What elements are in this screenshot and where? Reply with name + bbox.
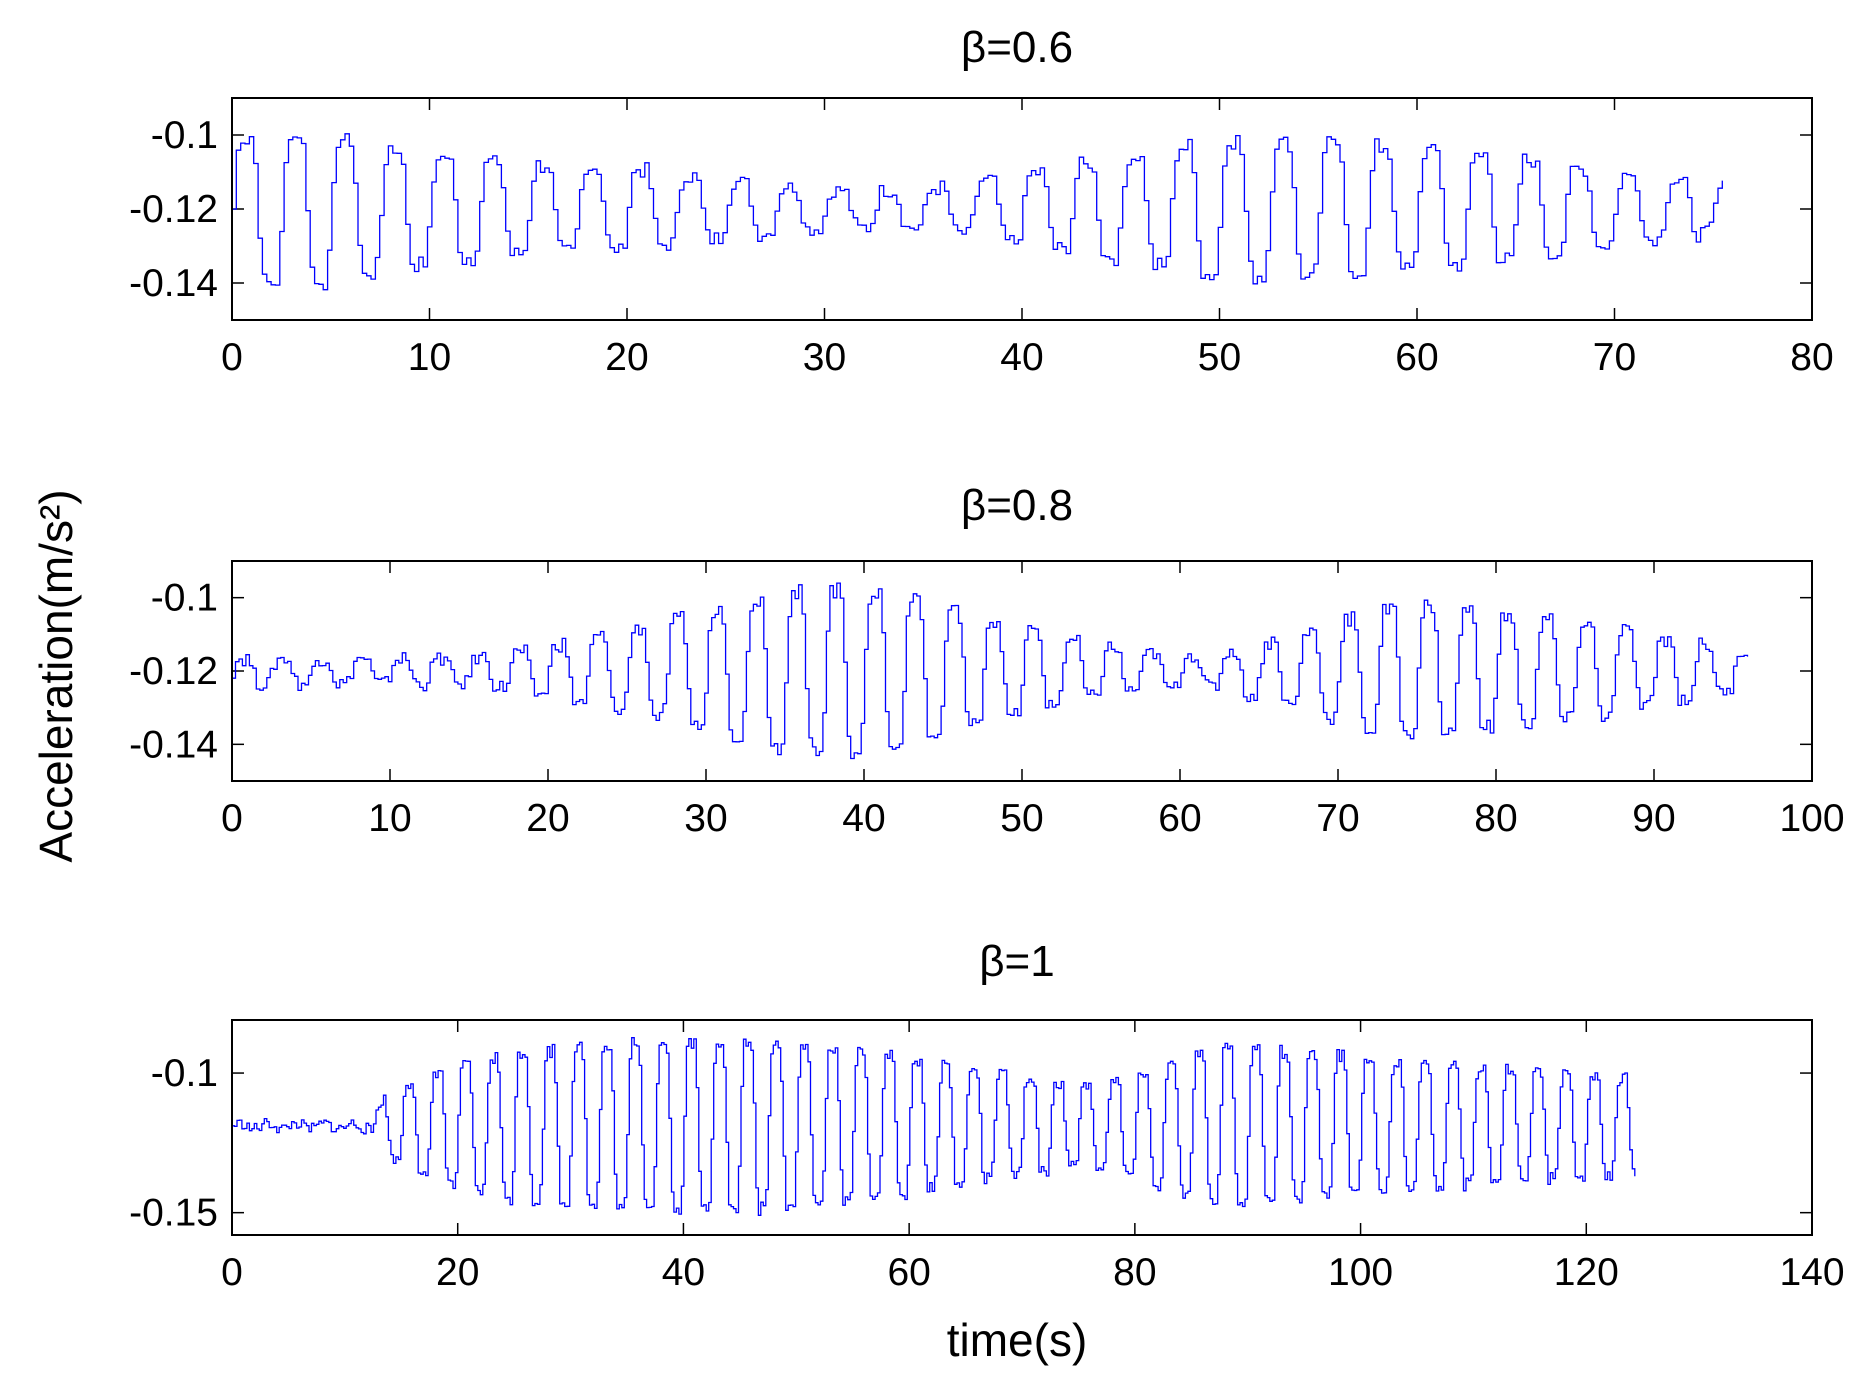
subplot-beta-0-8: β=0.8 0 10 20 30 40 50 60 70 80 90 100 -0.1-0.12-0… (129, 481, 1844, 840)
x-tick-label: 40 (842, 797, 885, 840)
x-tick-label: 100 (1328, 1251, 1393, 1294)
y-tick-label: -0.14 (129, 723, 218, 766)
x-tick-label: 60 (1158, 797, 1201, 840)
x-tick-label: 40 (1000, 336, 1043, 379)
x-tick-label: 50 (1198, 336, 1241, 379)
x-tick-label: 20 (526, 797, 569, 840)
x-tick-label: 40 (662, 1251, 705, 1294)
x-tick-label: 20 (605, 336, 648, 379)
y-tick-labels: -0.1 -0.12 -0.14 (129, 577, 218, 767)
x-tick-label: 30 (803, 336, 846, 379)
axes-frame (231, 560, 1813, 782)
x-tick-labels: 0 10 20 30 40 50 60 70 80 (221, 336, 1834, 379)
x-tick-labels: 0 10 20 30 40 50 60 70 80 90 100 (221, 797, 1844, 840)
y-tick-label: -0.1 (151, 577, 218, 620)
y-tick-label: -0.15 (129, 1192, 218, 1235)
series-line-acceleration (232, 582, 1749, 760)
y-tick-label: -0.12 (129, 188, 218, 231)
x-tick-label: 80 (1790, 336, 1833, 379)
plot-area (232, 133, 1723, 291)
y-tick-labels: -0.1 -0.15 (129, 1052, 218, 1235)
y-tick-labels: -0.1 -0.12 -0.14 (129, 114, 218, 305)
x-tick-label: 70 (1316, 797, 1359, 840)
x-tick-label: 80 (1113, 1251, 1156, 1294)
plot-area (232, 582, 1749, 760)
y-tick-label: -0.1 (151, 1052, 218, 1095)
tick-marks (231, 98, 1813, 320)
x-tick-label: 120 (1554, 1251, 1619, 1294)
plot-area (232, 1037, 1636, 1216)
x-tick-label: 50 (1000, 797, 1043, 840)
x-tick-label: 30 (684, 797, 727, 840)
y-tick-label: -0.1 (151, 114, 218, 157)
series-line-acceleration (232, 133, 1723, 291)
y-axis-label: Acceleration(m/s²) (30, 489, 82, 862)
x-tick-label: 0 (221, 797, 243, 840)
subplot-title: β=0.6 (961, 23, 1073, 72)
x-tick-label: 140 (1779, 1251, 1844, 1294)
subplot-title: β=0.8 (961, 481, 1073, 530)
x-tick-label: 10 (408, 336, 451, 379)
y-tick-label: -0.14 (129, 262, 218, 305)
y-tick-label: -0.12 (129, 650, 218, 693)
x-tick-label: 10 (368, 797, 411, 840)
x-tick-label: 70 (1593, 336, 1636, 379)
x-axis-label: time(s) (947, 1314, 1088, 1366)
x-tick-label: 100 (1779, 797, 1844, 840)
axes-frame (231, 97, 1813, 321)
axes-frame (231, 1019, 1813, 1236)
x-tick-label: 60 (887, 1251, 930, 1294)
series-line-acceleration (232, 1037, 1636, 1216)
x-tick-label: 20 (436, 1251, 479, 1294)
subplot-beta-1: β=1 0 20 40 60 80 100 120 140 -0.1 -0.15 (129, 937, 1844, 1294)
x-tick-label: 0 (221, 1251, 243, 1294)
x-tick-label: 60 (1395, 336, 1438, 379)
subplot-title: β=1 (979, 937, 1054, 986)
x-tick-label: 80 (1474, 797, 1517, 840)
x-tick-label: 0 (221, 336, 243, 379)
subplot-beta-0-6: β=0.6 0 10 20 30 40 50 60 70 80 -0.1 -0.12 -0.14 (129, 23, 1834, 379)
x-tick-labels: 0 20 40 60 80 100 120 140 (221, 1251, 1844, 1294)
x-tick-label: 90 (1632, 797, 1675, 840)
